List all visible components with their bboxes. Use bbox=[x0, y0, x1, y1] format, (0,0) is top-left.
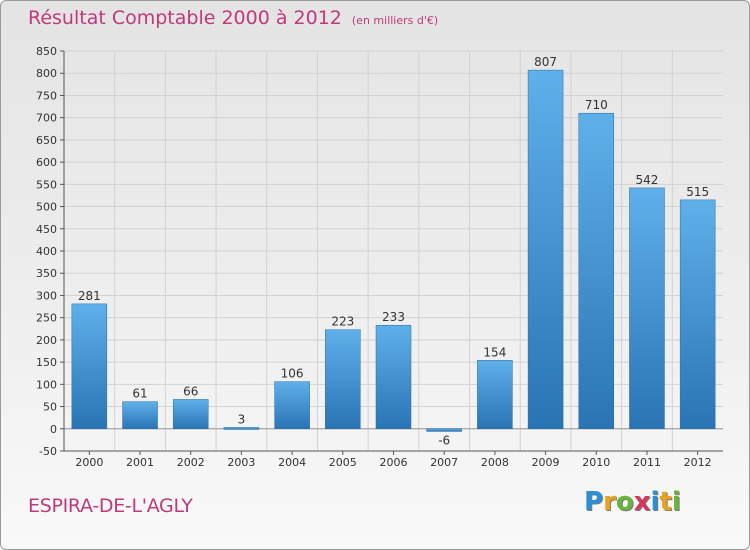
logo-letter: t bbox=[659, 487, 672, 517]
y-tick-label: 50 bbox=[43, 401, 57, 414]
value-label-2011: 542 bbox=[636, 173, 659, 187]
x-tick-label-2008: 2008 bbox=[481, 456, 509, 469]
value-label-2005: 223 bbox=[331, 315, 354, 329]
bar-2012 bbox=[679, 199, 716, 430]
bar-2007 bbox=[426, 428, 462, 432]
value-label-2001: 61 bbox=[132, 387, 147, 401]
y-tick-label: 450 bbox=[36, 223, 57, 236]
x-tick-label-2010: 2010 bbox=[582, 456, 610, 469]
logo-letter: i bbox=[650, 487, 660, 517]
bar-2001 bbox=[122, 401, 158, 430]
y-tick-label: 800 bbox=[36, 67, 57, 80]
x-tick-label-2001: 2001 bbox=[126, 456, 154, 469]
value-label-2010: 710 bbox=[585, 98, 608, 112]
value-label-2003: 3 bbox=[238, 412, 246, 426]
bar-2009 bbox=[527, 69, 564, 430]
chart-title-block: Résultat Comptable 2000 à 2012 (en millie… bbox=[28, 7, 438, 29]
y-tick-label: 650 bbox=[36, 134, 57, 147]
y-tick-label: 100 bbox=[36, 378, 57, 391]
bar-2004 bbox=[274, 381, 310, 430]
y-tick-label: 200 bbox=[36, 334, 57, 347]
value-label-2004: 106 bbox=[281, 367, 304, 381]
bar-2011 bbox=[629, 187, 665, 430]
bar-2000 bbox=[71, 303, 108, 430]
x-tick-label-2002: 2002 bbox=[177, 456, 205, 469]
x-tick-label-2004: 2004 bbox=[278, 456, 306, 469]
chart-subtitle: (en milliers d'€) bbox=[351, 14, 439, 27]
y-tick-label: 300 bbox=[36, 289, 57, 302]
value-label-2012: 515 bbox=[686, 185, 709, 199]
x-tick-label-2007: 2007 bbox=[430, 456, 458, 469]
bar-2005 bbox=[325, 329, 361, 430]
logo-letter: o bbox=[615, 487, 634, 517]
bar-layer bbox=[71, 69, 716, 432]
logo-letter: r bbox=[603, 487, 616, 517]
bar-2006 bbox=[375, 324, 412, 430]
bar-2010 bbox=[578, 112, 615, 430]
bar-2008 bbox=[477, 360, 513, 430]
value-label-2002: 66 bbox=[183, 384, 198, 398]
axis-layer: -50 0 50 100 150 200 250 300 350 400 450 500 550 600 6… bbox=[36, 45, 723, 469]
y-tick-label: 850 bbox=[36, 45, 57, 58]
x-tick-label-2012: 2012 bbox=[684, 456, 712, 469]
y-tick-label: 350 bbox=[36, 267, 57, 280]
y-tick-label: 250 bbox=[36, 312, 57, 325]
y-tick-label: -50 bbox=[39, 445, 57, 458]
bar-2002 bbox=[172, 399, 209, 430]
value-label-2007: -6 bbox=[438, 433, 450, 447]
proxiti-logo: Proxiti bbox=[584, 487, 681, 517]
y-tick-label: 600 bbox=[36, 156, 57, 169]
x-tick-label-2005: 2005 bbox=[329, 456, 357, 469]
x-tick-label-2009: 2009 bbox=[532, 456, 560, 469]
y-tick-label: 500 bbox=[36, 201, 57, 214]
chart-title: Résultat Comptable 2000 à 2012 bbox=[28, 7, 342, 29]
commune-name: ESPIRA-DE-L'AGLY bbox=[28, 495, 193, 517]
label-layer: 281 61 66 3 106 223 233 -6 154 807 710 542 515 bbox=[78, 55, 709, 447]
logo-letter: P bbox=[584, 487, 604, 517]
value-label-2009: 807 bbox=[534, 55, 557, 69]
logo-letter: i bbox=[671, 487, 681, 517]
x-tick-label-2006: 2006 bbox=[380, 456, 408, 469]
value-label-2006: 233 bbox=[382, 310, 405, 324]
bar-2003 bbox=[223, 427, 260, 430]
x-tick-label-2003: 2003 bbox=[227, 456, 255, 469]
logo-letter: x bbox=[633, 487, 651, 517]
x-tick-label-2011: 2011 bbox=[633, 456, 661, 469]
y-tick-label: 700 bbox=[36, 112, 57, 125]
y-tick-label: 550 bbox=[36, 178, 57, 191]
y-tick-label: 400 bbox=[36, 245, 57, 258]
value-label-2000: 281 bbox=[78, 289, 101, 303]
y-tick-label: 750 bbox=[36, 89, 57, 102]
y-tick-label: 150 bbox=[36, 356, 57, 369]
y-tick-label: 0 bbox=[50, 423, 57, 436]
x-tick-label-2000: 2000 bbox=[75, 456, 103, 469]
value-label-2008: 154 bbox=[483, 345, 506, 359]
